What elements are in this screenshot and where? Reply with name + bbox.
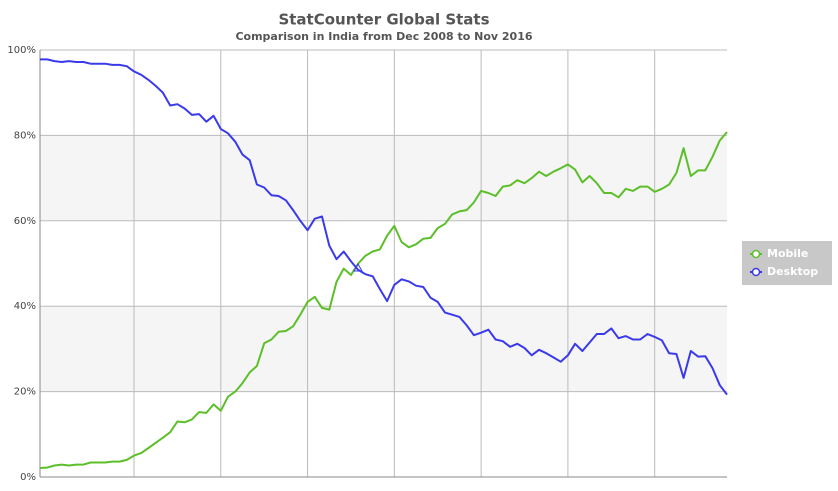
y-tick-label: 0% — [20, 472, 36, 483]
legend-box — [742, 241, 832, 285]
chart-title: StatCounter Global Stats — [278, 11, 489, 29]
y-tick-label: 100% — [7, 45, 36, 56]
chart-subtitle: Comparison in India from Dec 2008 to Nov… — [235, 30, 532, 43]
y-tick-label: 80% — [14, 130, 36, 141]
legend-label: Mobile — [767, 247, 808, 260]
legend-dot — [751, 267, 761, 277]
y-tick-label: 40% — [14, 301, 36, 312]
grid-band — [40, 135, 727, 221]
series-line — [40, 58, 728, 396]
legend-label: Desktop — [767, 265, 818, 278]
series-line — [39, 131, 728, 469]
y-tick-label: 60% — [14, 216, 36, 227]
legend-dot — [751, 249, 761, 259]
grid-band — [40, 306, 727, 392]
y-tick-label: 20% — [14, 387, 36, 398]
cross-marker — [353, 262, 363, 272]
